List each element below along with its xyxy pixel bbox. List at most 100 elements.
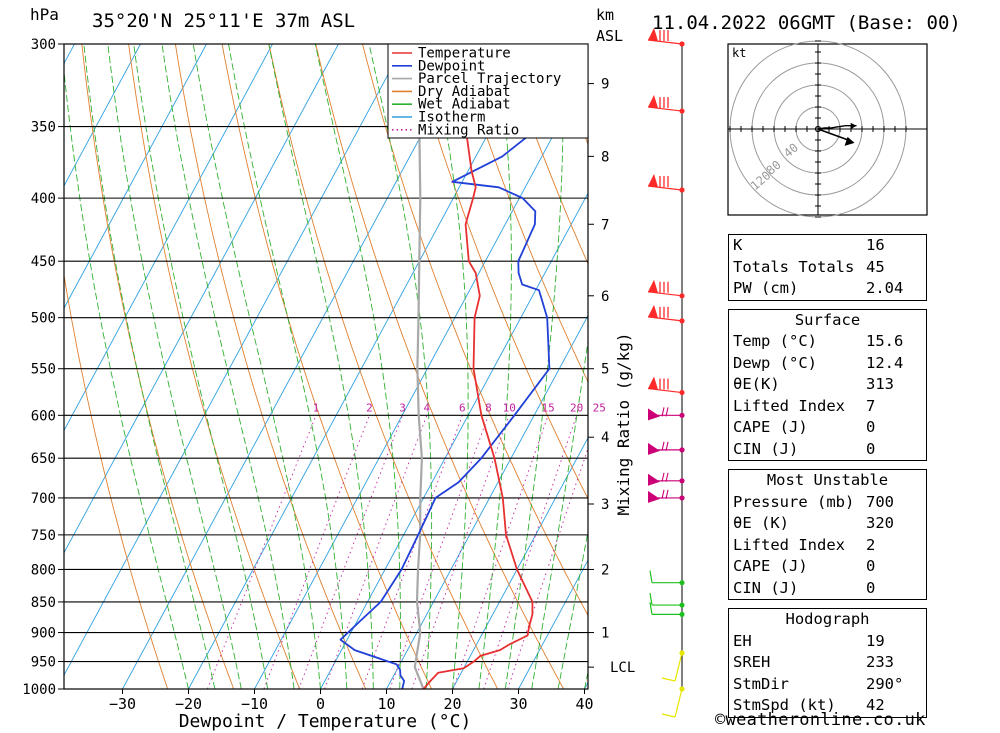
mixing-ratio-label: 20: [570, 401, 583, 414]
wind-barb: [648, 407, 685, 421]
height-tick-label: 3: [601, 497, 609, 513]
wind-barb-pennant: [648, 304, 658, 318]
dry-adiabat-line: [315, 44, 565, 689]
wet-adiabat-line: [228, 44, 348, 689]
wind-barb-flag: [661, 677, 676, 682]
wind-barb: [649, 570, 685, 586]
mixing-ratio-line: [206, 415, 317, 689]
wind-barb-pennant: [648, 408, 660, 421]
index-label: StmDir: [733, 674, 789, 693]
dry-adiabat-line: [502, 44, 588, 265]
index-label: PW (cm): [733, 279, 799, 297]
index-value: 15.6: [866, 332, 904, 350]
mixing-ratio-line: [361, 415, 463, 689]
wind-barb-flag: [661, 407, 665, 417]
index-label: Temp (°C): [733, 332, 817, 350]
index-label: EH: [733, 631, 752, 650]
hodograph-trace: [817, 124, 857, 130]
height-tick-label: LCL: [610, 660, 635, 676]
dry-adiabat-line: [455, 44, 588, 383]
dry-adiabat-line: [971, 44, 1000, 689]
index-label: CIN (J): [733, 578, 799, 597]
index-row: PW (cm) 2.04: [729, 278, 926, 300]
index-value: 7: [866, 396, 876, 415]
isotherm-line: [188, 44, 537, 689]
wind-barb-flag: [665, 489, 669, 500]
temperature-tick-label: 20: [443, 695, 461, 713]
wind-barb: [661, 650, 685, 682]
mixing-ratio-label: 3: [399, 401, 406, 414]
wind-barb-flag: [649, 602, 653, 615]
storm-motion-vector: [817, 128, 851, 142]
wind-barb: [648, 489, 685, 503]
temperature-tick-label: 10: [377, 695, 395, 713]
isotherm-line: [518, 559, 588, 689]
temperature-tick-labels: −30 −20 −10 0 10 20 30 40: [109, 689, 594, 713]
index-row: StmSpd (kt) 42: [729, 695, 926, 717]
hodograph-unit: kt: [732, 46, 746, 60]
wind-barb: [647, 95, 685, 114]
index-row: CIN (J) 0: [729, 578, 926, 600]
wind-barb-flag: [661, 441, 665, 452]
x-axis-label: Dewpoint / Temperature (°C): [179, 711, 472, 732]
mixing-ratio-line: [263, 415, 370, 689]
wind-barb: [647, 174, 685, 193]
index-row: EH 19: [729, 631, 926, 653]
indices-panel: K 16 Totals Totals 45 PW (cm) 2.04 Surface Te…: [728, 234, 927, 726]
height-unit-asl: ASL: [596, 27, 623, 45]
index-value: 0: [866, 557, 876, 575]
mixing-ratio-line: [411, 415, 510, 689]
wind-barb-shaft: [674, 688, 683, 718]
pressure-tick-label: 600: [31, 408, 56, 424]
parcel-trajectory-profile: [413, 44, 425, 689]
temperature-tick-label: −10: [241, 695, 268, 713]
index-value: 2: [866, 535, 876, 554]
pressure-tick-label: 350: [31, 120, 56, 136]
wind-barb-shaft: [647, 316, 683, 322]
basic-indices-box: K 16 Totals Totals 45 PW (cm) 2.04: [728, 234, 927, 301]
wind-barb-flag: [665, 441, 669, 452]
mixing-ratio-label: 4: [424, 401, 431, 414]
index-value: 12.4: [866, 353, 904, 372]
index-row: SREH 233: [729, 652, 926, 674]
legend-label-parcel-trajectory: Parcel Trajectory: [418, 71, 561, 87]
index-row: Lifted Index 2: [729, 535, 926, 557]
mixing-ratio-line: [507, 447, 588, 689]
wind-barb-flag: [661, 472, 665, 482]
index-value: 45: [866, 257, 885, 276]
wind-barb: [649, 592, 685, 608]
wind-barb-shaft: [647, 387, 683, 394]
mixing-ratio-label: 10: [503, 401, 516, 414]
wet-adiabat-line: [192, 44, 321, 689]
pressure-tick-label: 1000: [22, 682, 56, 698]
index-value: 313: [866, 375, 894, 393]
wind-barb-shaft: [647, 185, 683, 191]
index-row: Pressure (mb) 700: [729, 492, 926, 514]
index-label: CAPE (J): [733, 557, 808, 575]
wet-adiabat-line: [161, 44, 295, 689]
height-tick-label: 9: [601, 77, 609, 93]
mixing-ratio-line: [324, 415, 428, 689]
index-label: θE (K): [733, 514, 789, 532]
pressure-grid: [64, 43, 588, 690]
pressure-tick-label: 800: [31, 562, 56, 578]
dewpoint-profile: [339, 44, 588, 689]
pressure-tick-label: 400: [31, 191, 56, 207]
wind-barb: [649, 602, 685, 617]
wind-barb-pennant: [648, 376, 658, 390]
isotherm-line: [64, 44, 207, 310]
index-label: StmSpd (kt): [733, 696, 836, 714]
isotherm-line: [386, 314, 588, 689]
wind-barb: [647, 304, 685, 324]
index-value: 233: [866, 653, 894, 671]
index-value: 700: [866, 492, 894, 511]
height-tick-label: 5: [601, 362, 609, 378]
wet-adiabat-line: [64, 67, 189, 689]
pressure-tick-label: 650: [31, 451, 56, 467]
temperature-tick-label: −30: [109, 695, 136, 713]
isotherm-line: [452, 436, 588, 689]
wind-barb-column: [647, 28, 685, 718]
wind-barb-flag: [661, 489, 665, 500]
dry-adiabat-line: [408, 44, 588, 500]
